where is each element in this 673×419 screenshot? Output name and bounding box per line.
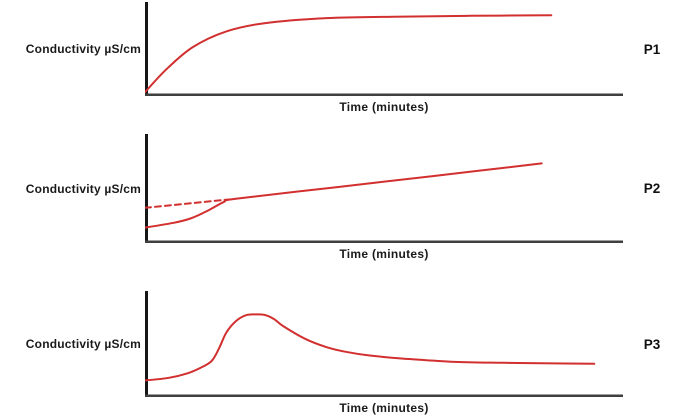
conductivity-curve-p2 bbox=[145, 162, 543, 229]
x-axis-label-p3: Time (minutes) bbox=[339, 401, 429, 415]
chart-panel-p3: Conductivity µS/cm Time (minutes) P3 bbox=[0, 291, 673, 415]
conductivity-curve-p1 bbox=[145, 14, 553, 94]
conductivity-curve-p3 bbox=[145, 313, 596, 382]
p1-line-chart bbox=[145, 2, 623, 96]
panel-id-label-p3: P3 bbox=[643, 336, 661, 352]
chart-panel-p1: Conductivity µS/cm Time (minutes) P1 bbox=[0, 2, 673, 114]
y-axis-label-p3: Conductivity µS/cm bbox=[25, 337, 141, 351]
x-axis-label-p1: Time (minutes) bbox=[339, 100, 429, 114]
panel-id-label-p1: P1 bbox=[643, 41, 661, 57]
chart-panel-p2: Conductivity µS/cm Time (minutes) P2 bbox=[0, 134, 673, 261]
extrapolation-dashed-line bbox=[145, 198, 230, 209]
panel-id-label-p2: P2 bbox=[643, 181, 661, 196]
p3-line-chart bbox=[145, 291, 623, 397]
plot-area-p2: Time (minutes) bbox=[145, 134, 623, 261]
y-axis-label-p1: Conductivity µS/cm bbox=[25, 42, 141, 56]
p2-line-chart bbox=[145, 134, 623, 243]
plot-area-p1: Time (minutes) bbox=[145, 2, 623, 114]
x-axis-label-p2: Time (minutes) bbox=[339, 247, 429, 261]
plot-area-p3: Time (minutes) bbox=[145, 291, 623, 415]
y-axis-label-p2: Conductivity µS/cm bbox=[25, 181, 141, 196]
